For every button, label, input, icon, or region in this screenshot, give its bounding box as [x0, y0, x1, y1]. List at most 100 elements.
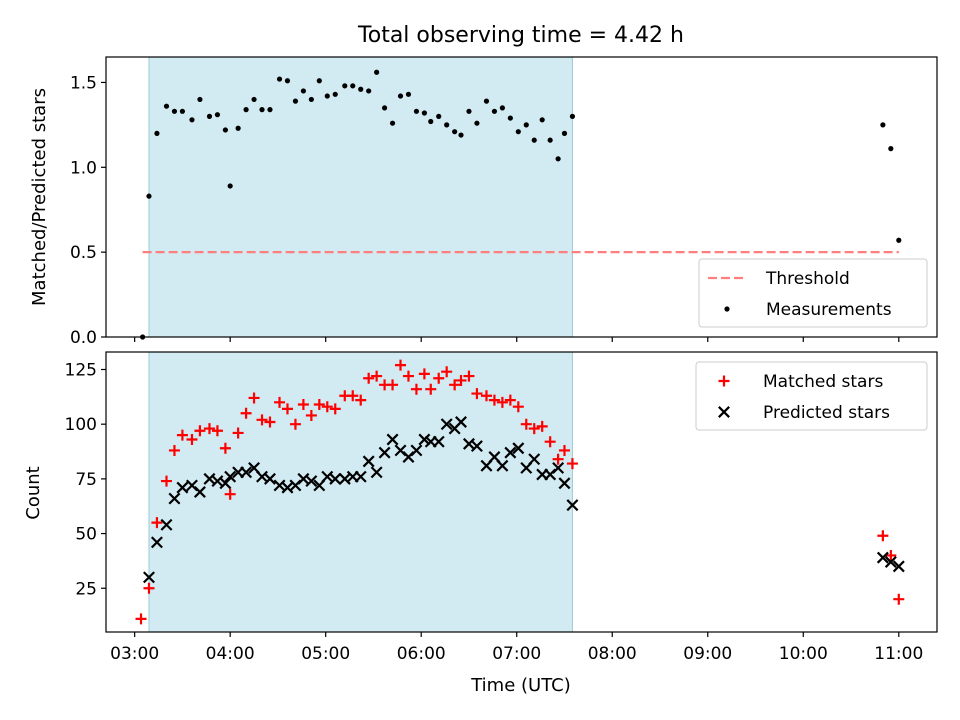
matched-star-point	[256, 414, 268, 426]
predicted-star-point	[150, 536, 163, 549]
predicted-star-point	[884, 556, 897, 568]
matched-star-point	[387, 379, 399, 391]
legend-predicted-swatch	[718, 406, 730, 418]
measurement-point	[366, 88, 372, 94]
axes-frame	[105, 56, 938, 338]
measurement-point	[444, 122, 450, 128]
measurement-point	[428, 118, 434, 125]
measurement-point	[259, 107, 265, 113]
legend-box	[698, 258, 928, 328]
measurement-point	[421, 110, 427, 116]
matched-star-point	[151, 517, 163, 529]
matched-star-point	[885, 549, 897, 561]
y-tick-label: 25	[75, 579, 97, 599]
matched-star-point	[544, 436, 556, 448]
predicted-star-point	[305, 475, 318, 488]
matched-star-point	[520, 418, 532, 430]
matched-star-point	[512, 401, 524, 413]
matched-star-point	[143, 582, 155, 594]
measurement-point	[888, 146, 894, 152]
predicted-star-point	[470, 440, 483, 453]
measurement-point	[222, 127, 228, 133]
shaded-observing-window	[148, 351, 573, 633]
matched-star-point	[355, 394, 367, 406]
y-tick-label: 0.0	[70, 328, 97, 348]
matched-star-point	[305, 409, 317, 421]
predicted-star-point	[263, 472, 276, 485]
measurement-point	[171, 108, 178, 114]
measurement-point	[539, 117, 545, 123]
measurement-point	[284, 78, 291, 84]
measurement-point	[561, 130, 568, 136]
matched-star-point	[281, 403, 293, 415]
x-tick-label: 05:00	[301, 644, 350, 664]
x-tick-label: 07:00	[492, 644, 541, 664]
measurement-point	[896, 237, 902, 243]
measurement-point	[436, 113, 442, 119]
measurement-point	[413, 108, 420, 114]
matched-star-point	[496, 396, 508, 408]
matched-star-point	[552, 453, 564, 465]
measurement-point	[350, 83, 356, 89]
legend-label: Matched stars	[763, 372, 883, 392]
bottom-y-axis-label: Count	[23, 466, 44, 519]
predicted-star-point	[160, 518, 173, 531]
chart-title: Total observing time = 4.42 h	[357, 23, 684, 48]
measurement-point	[267, 107, 273, 113]
measurement-point	[474, 120, 480, 126]
predicted-star-point	[362, 455, 375, 468]
predicted-star-point	[386, 433, 399, 446]
measurement-point	[515, 129, 521, 135]
matched-star-point	[528, 423, 540, 435]
matched-star-point	[425, 383, 437, 395]
legend-matched-swatch	[718, 375, 730, 387]
x-tick-label: 06:00	[397, 644, 446, 664]
measurement-point	[374, 69, 380, 75]
predicted-star-point	[176, 481, 189, 494]
y-tick-label: 100	[65, 415, 97, 435]
measurement-point	[316, 78, 322, 84]
matched-star-point	[463, 370, 475, 382]
matched-star-point	[433, 372, 445, 384]
measurement-point	[146, 193, 152, 199]
predicted-star-point	[552, 461, 565, 474]
legend: Threshold Measurements	[698, 258, 928, 328]
measurement-point	[342, 83, 348, 89]
y-tick-label: 50	[75, 525, 97, 545]
measurement-point	[292, 98, 299, 104]
matched-star-point	[248, 392, 260, 404]
predicted-star-point	[558, 477, 571, 490]
matched-star-point	[211, 425, 223, 437]
x-tick-label: 11:00	[874, 644, 923, 664]
measurement-point	[276, 76, 283, 82]
matched-star-point	[418, 368, 430, 380]
measurement-point	[405, 91, 412, 97]
measurement-point	[397, 93, 404, 99]
matched-star-point	[224, 488, 236, 500]
matched-star-point	[410, 383, 422, 395]
measurement-point	[189, 117, 195, 123]
predicted-star-point	[240, 466, 253, 479]
matched-star-point	[347, 390, 359, 402]
matched-star-point	[441, 366, 453, 378]
shaded-observing-window	[148, 56, 573, 338]
matched-star-point	[321, 401, 333, 413]
measurement-point	[243, 107, 249, 113]
predicted-star-point	[432, 435, 445, 448]
x-axis-label: Time (UTC)	[470, 675, 571, 696]
matched-star-point	[504, 394, 516, 406]
measurement-point	[358, 86, 364, 92]
legend-label: Measurements	[766, 300, 892, 320]
matched-star-point	[471, 388, 483, 400]
measurement-point	[569, 113, 576, 119]
matched-star-point	[566, 458, 578, 470]
predicted-star-point	[566, 499, 579, 512]
measurement-point	[300, 88, 307, 94]
measurement-point	[458, 132, 464, 138]
bottom-panel: 25 50 75 100 125 03:00 04:00 05:00 06:00 07:00 08:…	[65, 351, 938, 664]
measurement-point	[483, 98, 490, 104]
legend-label: Threshold	[765, 269, 850, 289]
predicted-star-point	[418, 433, 431, 446]
measurement-point	[197, 96, 203, 103]
measurement-point	[523, 122, 529, 128]
